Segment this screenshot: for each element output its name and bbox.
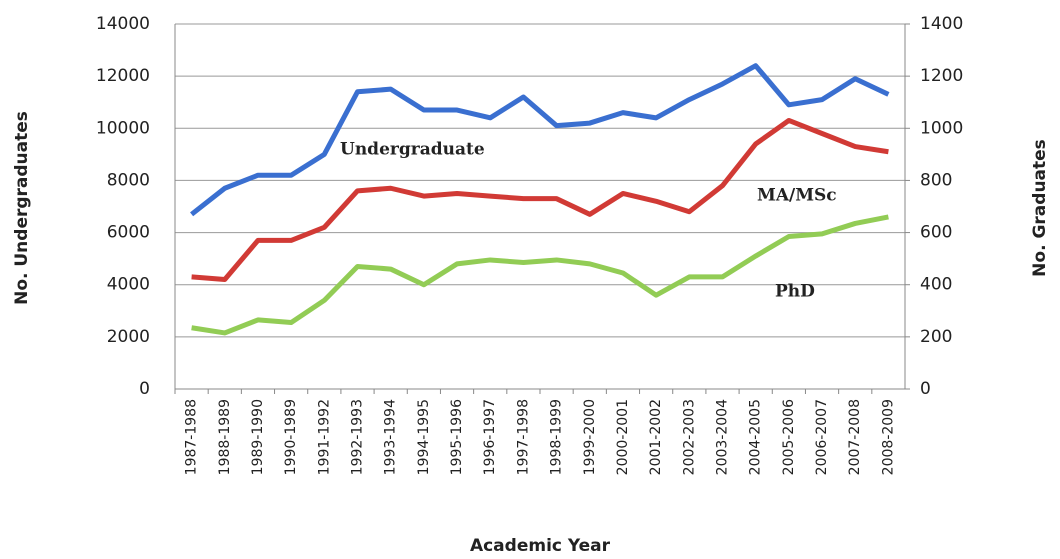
x-axis-title: Academic Year	[470, 536, 611, 556]
y-tick-label: 0	[139, 379, 150, 399]
x-tick-label: 1995-1996	[449, 399, 465, 475]
x-tick-label: 1999-2000	[582, 399, 598, 475]
series-line	[191, 117, 889, 282]
x-tick-label: 2006-2007	[814, 399, 830, 475]
x-tick-label: 1993-1994	[383, 399, 399, 475]
series-line	[191, 214, 889, 336]
y-tick-label: 8000	[107, 170, 150, 190]
x-tick-label: 1994-1995	[416, 399, 432, 475]
x-tick-label: 1988-1989	[217, 399, 233, 475]
y2-axis-title: No. Graduates	[1030, 139, 1050, 277]
x-tick-label: 1989-1990	[250, 399, 266, 475]
series-label: MA/MSc	[757, 186, 837, 206]
x-tick-label: 2000-2001	[615, 399, 631, 475]
y2-tick-label: 800	[920, 170, 952, 190]
x-tick-label: 2003-2004	[715, 399, 731, 475]
series-label: Undergraduate	[340, 140, 485, 160]
series-line	[190, 63, 890, 217]
x-tick-label: 1990-1989	[283, 399, 299, 475]
x-tick-label: 1997-1998	[515, 399, 531, 475]
x-tick-label: 2001-2002	[648, 399, 664, 475]
x-tick-label: 2002-2003	[681, 399, 697, 475]
x-tick-label: 1998-1999	[549, 399, 565, 475]
x-tick-label: 2007-2008	[847, 399, 863, 475]
x-tick-label: 1991-1992	[316, 399, 332, 475]
x-tick-label: 1996-1997	[482, 399, 498, 475]
y-tick-label: 10000	[96, 118, 150, 138]
x-tick-label: 1987-1988	[184, 399, 200, 475]
y-tick-label: 4000	[107, 275, 150, 295]
y2-tick-label: 200	[920, 327, 952, 347]
y2-tick-label: 1400	[920, 14, 963, 34]
y-tick-label: 2000	[107, 327, 150, 347]
x-tick-label: 1992-1993	[350, 399, 366, 475]
x-tick-label: 2005-2006	[781, 399, 797, 475]
y-tick-label: 12000	[96, 66, 150, 86]
y2-tick-label: 1000	[920, 118, 963, 138]
x-tick-label: 2004-2005	[748, 399, 764, 475]
x-tick-label: 2008-2009	[880, 399, 896, 475]
y-tick-label: 6000	[107, 223, 150, 243]
y-axis-title: No. Undergraduates	[12, 111, 32, 305]
y2-tick-label: 400	[920, 275, 952, 295]
series-label: PhD	[775, 282, 815, 302]
y2-tick-label: 600	[920, 223, 952, 243]
y-tick-label: 14000	[96, 14, 150, 34]
y2-tick-label: 1200	[920, 66, 963, 86]
y2-tick-label: 0	[920, 379, 931, 399]
